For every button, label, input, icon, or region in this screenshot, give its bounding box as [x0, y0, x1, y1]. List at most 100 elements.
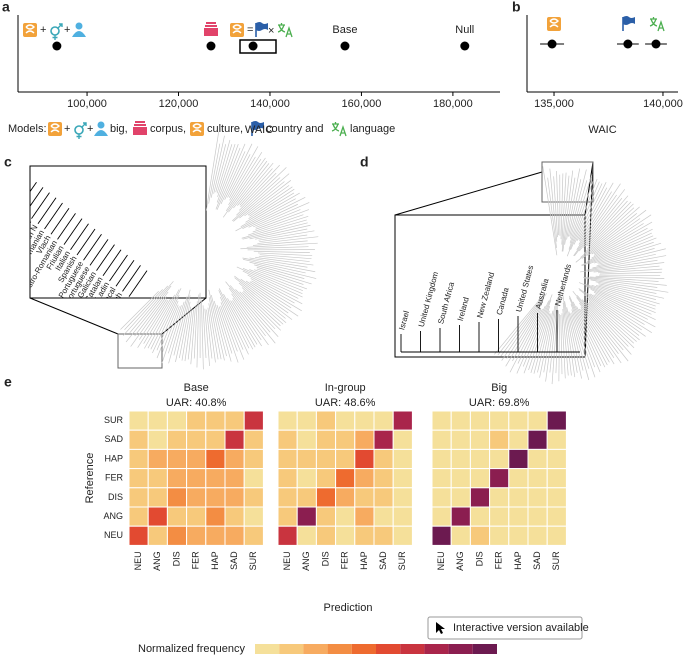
x-tick-label: SAD — [229, 551, 239, 570]
tree-branch — [566, 168, 581, 240]
heat-cell — [392, 525, 413, 546]
tree-branch — [239, 291, 276, 330]
heat-cell — [450, 468, 471, 489]
heat-cell — [205, 410, 226, 431]
heat-cell — [243, 487, 264, 508]
heat-cell — [469, 429, 491, 450]
tree-branch — [208, 297, 222, 360]
heat-cell — [243, 468, 264, 489]
tree-branch — [249, 224, 311, 240]
heat-cell — [166, 525, 188, 546]
heat-cell — [489, 410, 510, 431]
heat-cell — [166, 468, 188, 489]
tree-branch — [202, 305, 207, 359]
heat-cell — [469, 525, 491, 546]
tree-frames — [29, 161, 594, 369]
tree-branch — [129, 281, 174, 333]
tree-edge — [83, 233, 102, 261]
colorbar-swatch — [303, 644, 328, 654]
tree-branch — [216, 144, 239, 203]
button-label[interactable]: Interactive version available — [453, 622, 589, 634]
tree-branch — [242, 290, 281, 327]
x-axis-label: WAIC — [245, 124, 273, 136]
tree-branch — [257, 236, 319, 244]
tree-branch — [569, 295, 602, 367]
tree-branch — [249, 269, 304, 291]
tree-branch — [258, 230, 315, 241]
tree-branch — [213, 144, 227, 194]
tree-branch — [568, 297, 601, 373]
tree-branch — [240, 278, 289, 314]
x-tick-label: ANG — [455, 551, 465, 571]
tree-branch — [251, 280, 302, 312]
x-tick-label: FER — [191, 551, 201, 570]
heat-cell — [373, 525, 394, 546]
tree-branch — [222, 157, 266, 218]
colorbar-swatch — [376, 644, 401, 654]
heat-cell — [166, 429, 188, 450]
heat-cell — [186, 487, 207, 508]
tree-branch — [567, 179, 582, 237]
heat-cell — [354, 429, 375, 450]
tree-branch — [578, 282, 656, 314]
heat-cell — [354, 487, 375, 508]
heat-cell — [128, 487, 149, 508]
icons-a: + + = × — [22, 21, 293, 54]
heat-cell — [315, 410, 337, 431]
heat-cell — [450, 429, 471, 450]
tree-branch — [561, 175, 570, 252]
heat-cell — [128, 429, 149, 450]
heatmap-title: Big — [491, 382, 507, 394]
tree-branch — [585, 283, 656, 310]
tree-branch — [593, 265, 660, 273]
heatmap-subtitle: UAR: 48.6% — [315, 397, 376, 409]
tree-branch — [586, 200, 628, 247]
tree-label: rench — [113, 296, 131, 318]
heat-cell — [186, 468, 207, 489]
heat-cell — [527, 448, 548, 470]
tree-branch — [564, 177, 576, 245]
tree-branch — [586, 228, 653, 262]
tree-label: donian — [0, 208, 20, 233]
tree-branch — [229, 285, 271, 333]
tree-branch — [216, 144, 233, 194]
heat-cell — [508, 506, 529, 527]
tree-branch — [501, 299, 544, 361]
heat-cell — [527, 429, 548, 450]
heat-cell — [489, 448, 510, 470]
tree-branch — [497, 294, 546, 356]
x-tick-label: 100,000 — [67, 98, 107, 110]
tree-branch — [568, 181, 594, 250]
tree-branch — [252, 214, 304, 233]
heat-cell — [147, 525, 168, 546]
tree-branch — [137, 299, 169, 348]
tree-branch — [590, 289, 656, 320]
tree-branch — [208, 303, 219, 360]
tree-branch — [517, 305, 546, 364]
heat-cell — [527, 487, 548, 508]
tree-branch — [574, 189, 626, 257]
tree-branch — [237, 162, 274, 206]
tree-branch — [228, 160, 268, 213]
tree-branch — [587, 218, 641, 256]
heat-cell — [335, 410, 356, 431]
tree-branch — [542, 166, 558, 256]
tree-branch — [218, 288, 250, 349]
tree-branch — [591, 284, 656, 307]
x-tick-label: SUR — [248, 551, 258, 571]
y-tick-label: NEU — [104, 530, 123, 540]
heat-cell — [277, 487, 298, 508]
heat-cell — [392, 448, 413, 470]
tree-branch — [124, 289, 163, 330]
heat-cell — [147, 468, 168, 489]
tree-branch — [223, 293, 254, 350]
legend-item: corpus, — [150, 123, 186, 135]
heat-cell — [431, 429, 452, 450]
x-tick-label: 140,000 — [643, 98, 683, 110]
tree-branch — [259, 254, 312, 260]
interactive-button[interactable] — [427, 616, 583, 640]
tree-branch — [225, 158, 262, 212]
heat-cell — [373, 487, 394, 508]
x-axis-label: Prediction — [324, 602, 373, 614]
tree-branch — [553, 176, 558, 238]
